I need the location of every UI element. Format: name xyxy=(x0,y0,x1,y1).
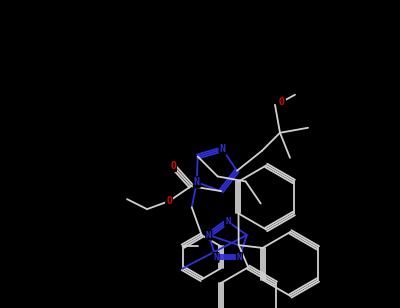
Text: N: N xyxy=(206,231,211,240)
Text: N: N xyxy=(220,144,226,154)
Text: N: N xyxy=(237,253,242,262)
Text: N: N xyxy=(194,177,200,187)
Text: O: O xyxy=(279,97,285,107)
Text: N: N xyxy=(213,253,219,262)
Text: N: N xyxy=(225,217,230,226)
Text: O: O xyxy=(166,196,172,206)
Text: O: O xyxy=(170,161,176,171)
